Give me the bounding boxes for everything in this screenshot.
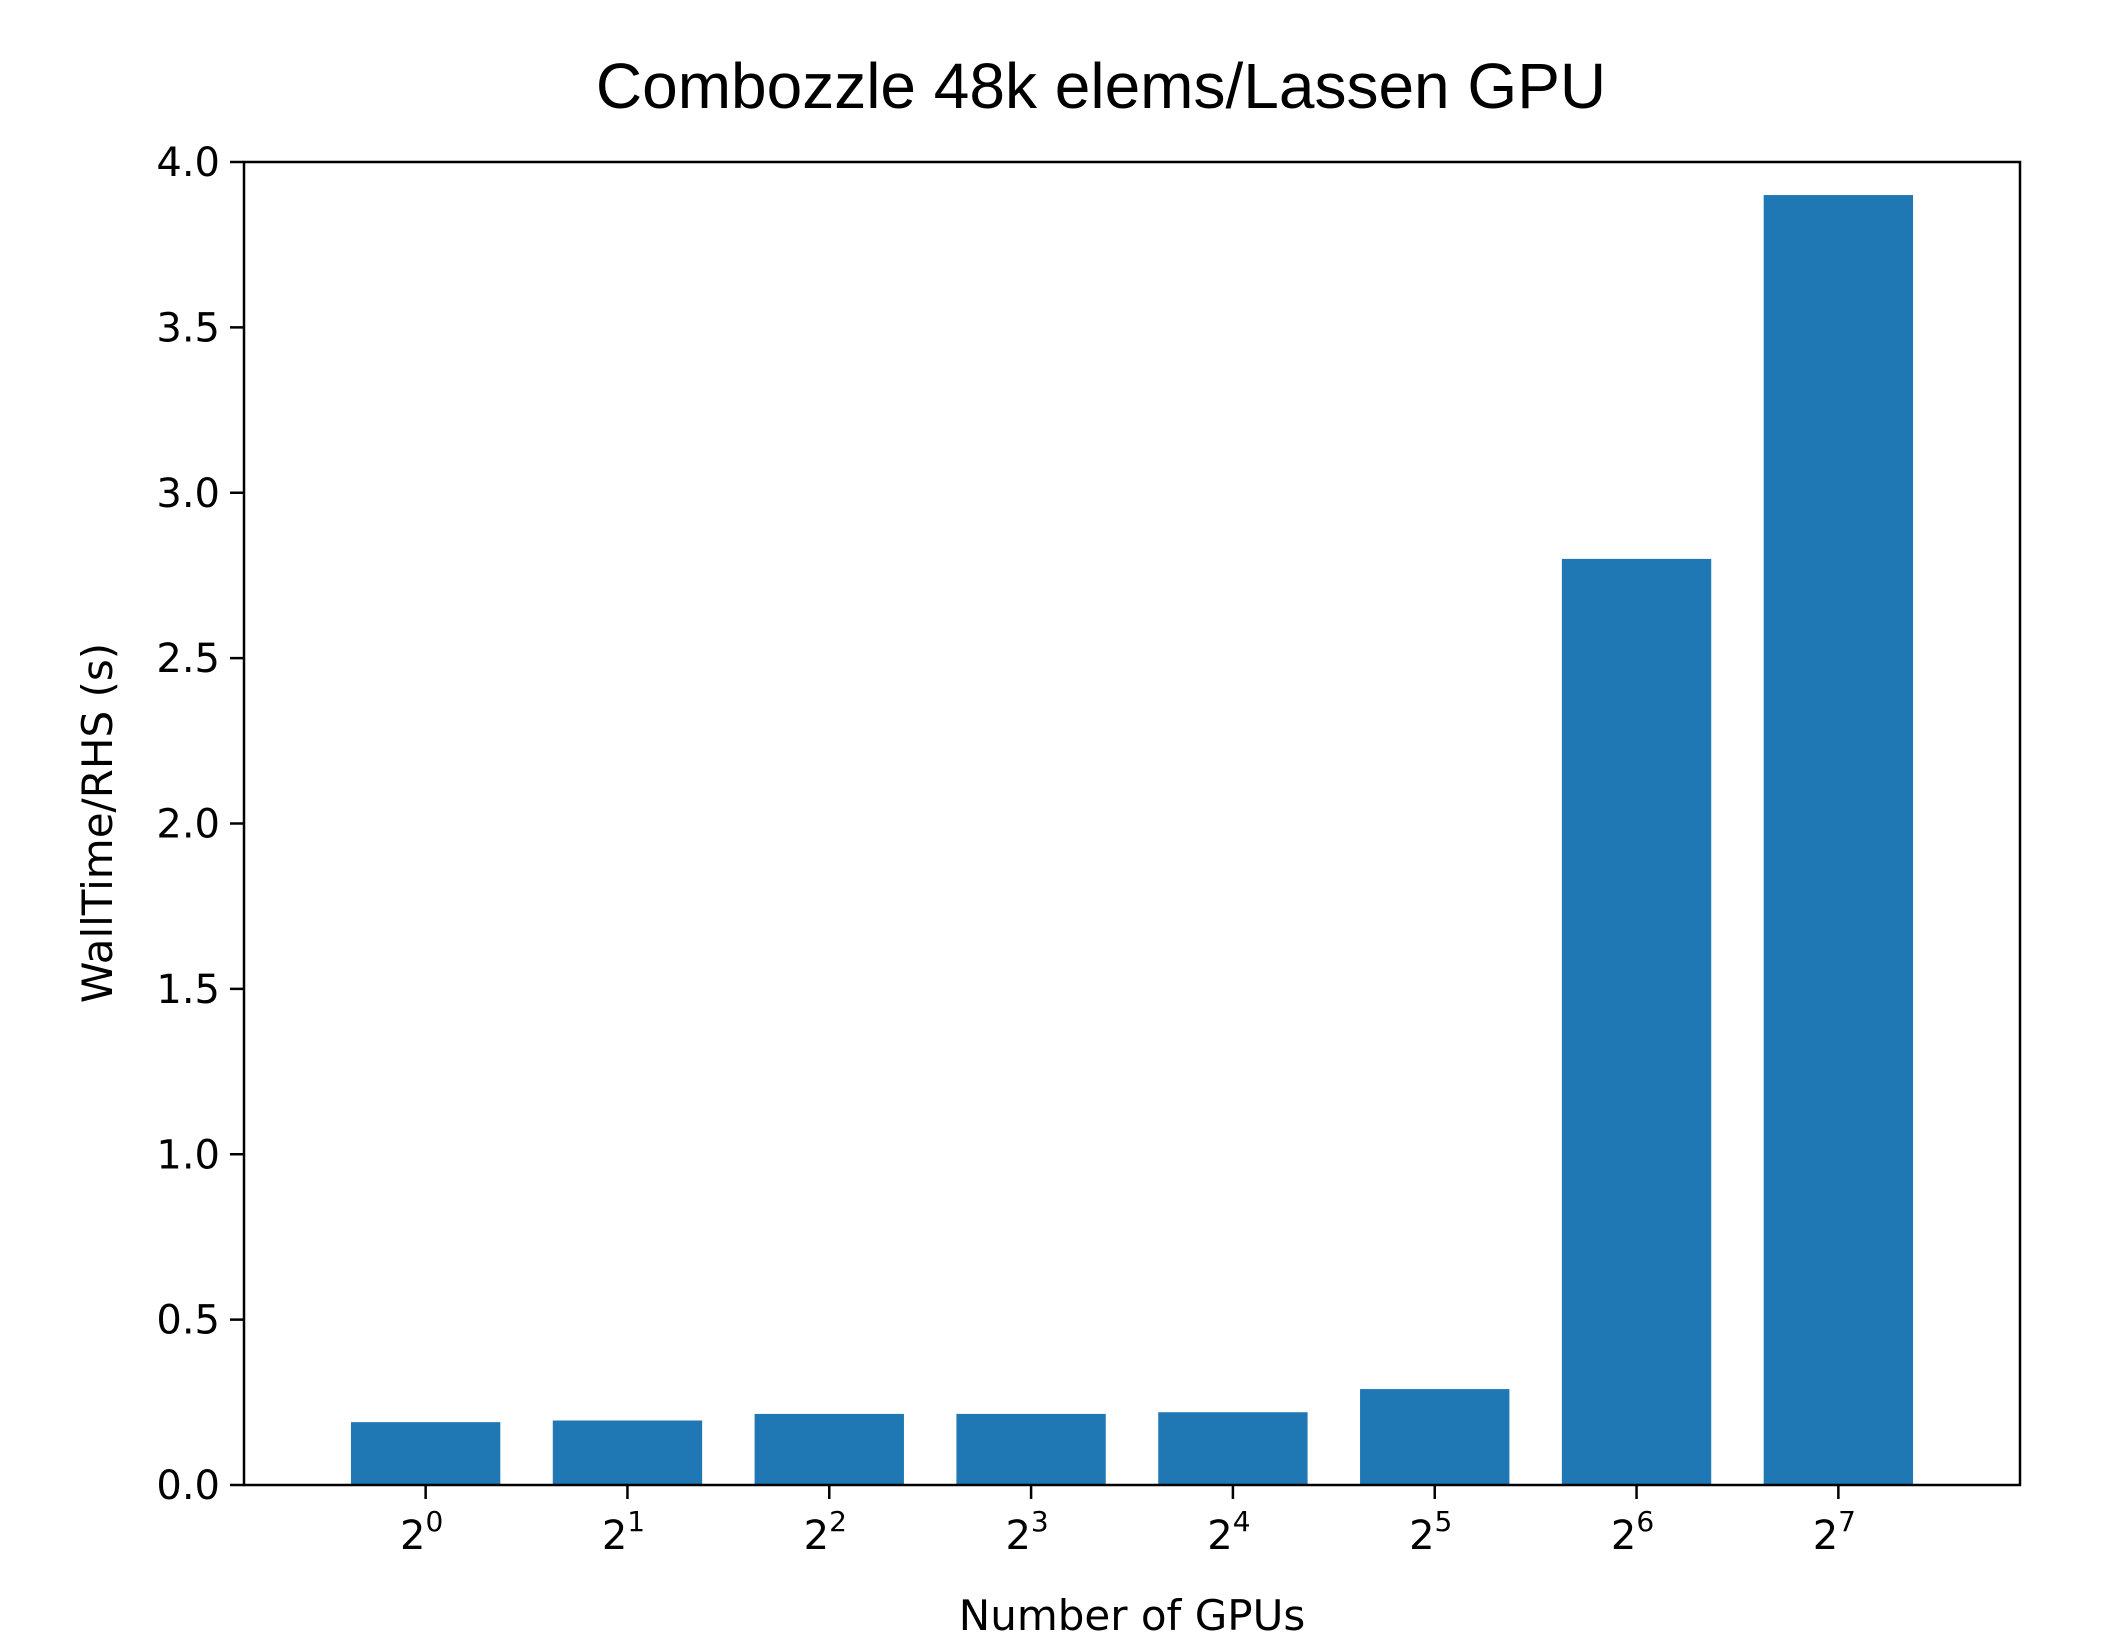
- x-tick-label: 25: [1409, 1505, 1452, 1559]
- bar: [350, 1422, 501, 1485]
- x-tick-label: 21: [602, 1505, 645, 1559]
- y-axis-ticks: 0.0 0.5 1.0 1.5 2.0 2.5 3.0 3.5 4.0: [156, 140, 244, 1509]
- bars: [350, 195, 1914, 1486]
- bar: [1158, 1412, 1308, 1485]
- x-tick-exponent: 1: [627, 1505, 645, 1538]
- x-tick-exponent: 2: [829, 1505, 847, 1538]
- x-tick-label: 22: [804, 1505, 847, 1559]
- x-tick-label: 27: [1813, 1505, 1856, 1559]
- y-tick-label: 2.5: [156, 636, 220, 682]
- x-tick-exponent: 6: [1636, 1505, 1654, 1538]
- y-tick-label: 1.5: [156, 967, 220, 1013]
- x-tick-exponent: 0: [425, 1505, 443, 1538]
- x-tick-base: 2: [1005, 1513, 1030, 1559]
- y-tick-label: 0.5: [156, 1298, 220, 1344]
- x-tick-base: 2: [1409, 1513, 1434, 1559]
- x-tick-base: 2: [1813, 1513, 1838, 1559]
- x-tick-label: 20: [400, 1505, 443, 1559]
- bar: [1763, 195, 1914, 1486]
- x-tick-base: 2: [1207, 1513, 1232, 1559]
- y-tick-label: 2.0: [156, 802, 220, 848]
- y-tick-label: 3.0: [156, 471, 220, 517]
- x-tick-base: 2: [1611, 1513, 1636, 1559]
- x-tick-exponent: 5: [1435, 1505, 1453, 1538]
- y-tick-label: 0.0: [156, 1463, 220, 1509]
- y-tick-label: 1.0: [156, 1132, 220, 1178]
- bar: [552, 1420, 703, 1485]
- chart-title: Combozzle 48k elems/Lassen GPU: [596, 50, 1606, 122]
- x-axis-ticks: 20 21 22 23 24 25 26 27: [400, 1485, 1856, 1559]
- bar: [1561, 558, 1712, 1485]
- plot-frame: [242, 160, 2022, 1487]
- y-axis-label: WallTime/RHS (s): [73, 643, 122, 1003]
- x-tick-label: 24: [1207, 1505, 1250, 1559]
- x-tick-base: 2: [400, 1513, 425, 1559]
- x-tick-exponent: 4: [1233, 1505, 1251, 1538]
- x-axis-label: Number of GPUs: [959, 1591, 1305, 1632]
- y-tick-label: 3.5: [156, 305, 220, 351]
- bar: [1360, 1389, 1510, 1485]
- x-tick-base: 2: [602, 1513, 627, 1559]
- bar: [956, 1413, 1106, 1485]
- x-tick-base: 2: [804, 1513, 829, 1559]
- x-tick-exponent: 3: [1031, 1505, 1049, 1538]
- y-tick-label: 4.0: [156, 140, 220, 186]
- x-tick-exponent: 7: [1838, 1505, 1856, 1538]
- x-tick-label: 23: [1005, 1505, 1048, 1559]
- x-tick-label: 26: [1611, 1505, 1654, 1559]
- bar: [754, 1413, 904, 1485]
